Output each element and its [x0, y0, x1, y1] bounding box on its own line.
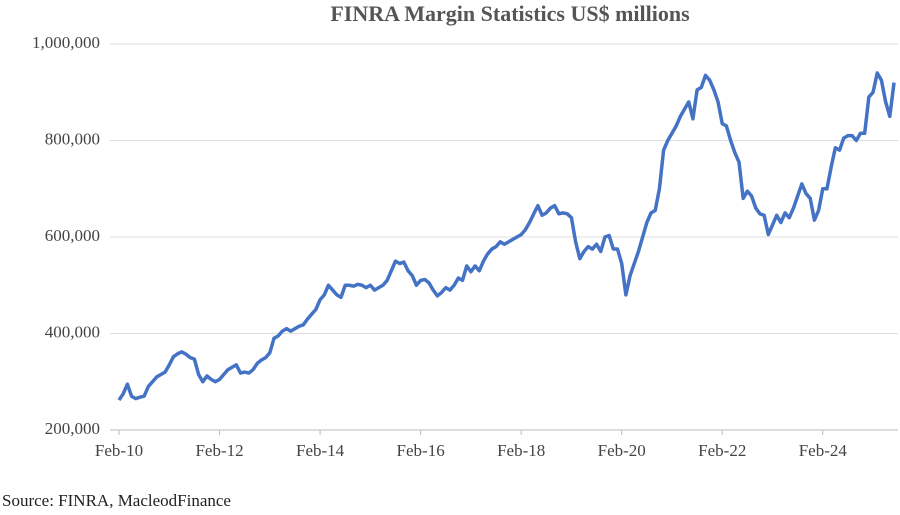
y-tick-label: 400,000: [45, 322, 100, 341]
x-tick-label: Feb-24: [799, 441, 848, 460]
source-note: Source: FINRA, MacleodFinance: [2, 491, 231, 510]
x-tick-label: Feb-22: [698, 441, 746, 460]
x-tick-label: Feb-14: [296, 441, 345, 460]
y-tick-label: 1,000,000: [32, 33, 100, 52]
x-tick-label: Feb-10: [95, 441, 143, 460]
x-tick-label: Feb-16: [397, 441, 445, 460]
y-tick-label: 800,000: [45, 129, 100, 148]
x-tick-label: Feb-12: [195, 441, 243, 460]
x-tick-label: Feb-18: [497, 441, 545, 460]
y-tick-label: 200,000: [45, 419, 100, 438]
x-tick-label: Feb-20: [598, 441, 646, 460]
chart-title: FINRA Margin Statistics US$ millions: [330, 1, 690, 26]
data-line: [117, 71, 896, 402]
y-tick-label: 600,000: [45, 226, 100, 245]
